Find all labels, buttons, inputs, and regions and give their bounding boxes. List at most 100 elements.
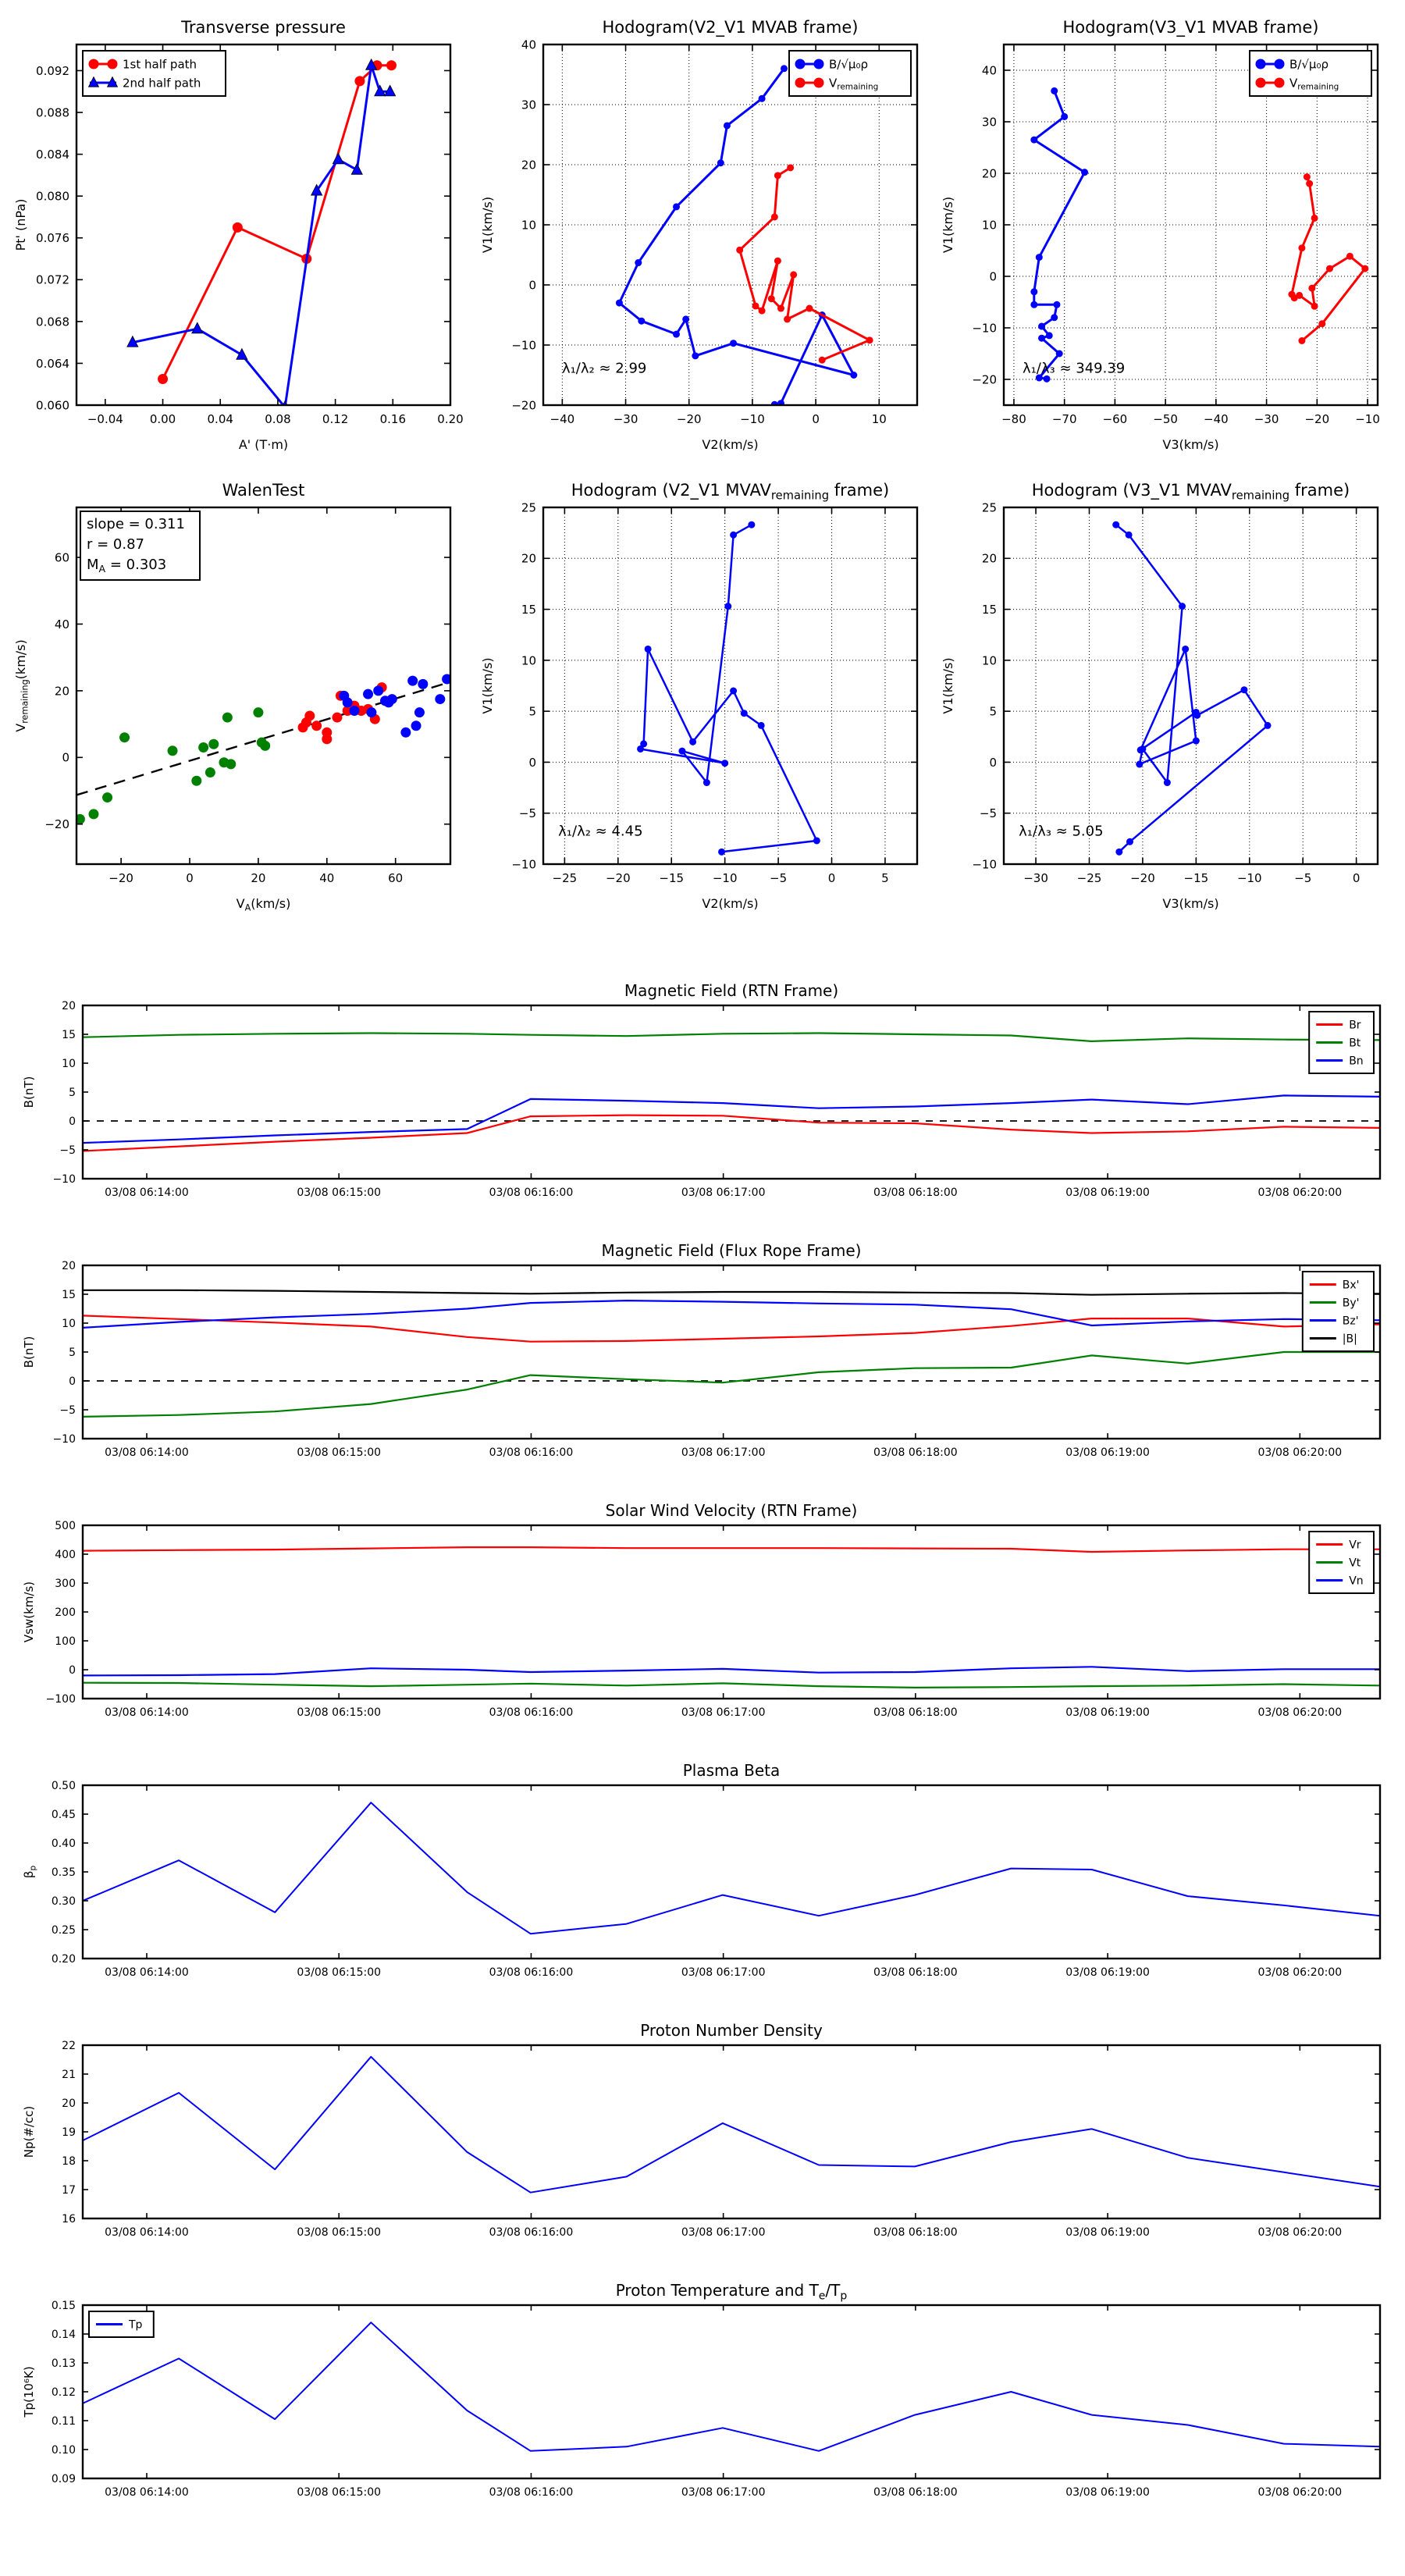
y-axis-label: βp xyxy=(22,1866,37,1879)
y-tick-label: 0.14 xyxy=(52,2329,76,2341)
circle-marker xyxy=(1038,322,1046,330)
circle-marker xyxy=(198,742,209,753)
y-tick-label: −5 xyxy=(59,1144,76,1157)
circle-marker xyxy=(718,848,726,856)
circle-marker xyxy=(644,645,652,653)
y-tick-label: 0.40 xyxy=(52,1838,76,1850)
y-tick-label: 200 xyxy=(55,1606,76,1619)
annotation: λ₁/λ₃ ≈ 349.39 xyxy=(1023,360,1125,376)
series-line xyxy=(83,1546,1380,1553)
y-tick-label: 0.064 xyxy=(36,357,69,371)
circle-marker xyxy=(1346,252,1353,260)
y-tick-label: 10 xyxy=(982,653,997,667)
chart-hodogram-v3v1-mvab: −80 −70 −60 −50 −40 −30 −20 −10 −20 −10 0 10 20 30 40 H… xyxy=(935,4,1392,457)
circle-marker xyxy=(717,159,724,167)
y-axis-label: Vremaining(km/s) xyxy=(13,639,30,732)
triangle-marker xyxy=(282,400,288,405)
x-tick-label: −20 xyxy=(108,871,133,885)
y-tick-label: 10 xyxy=(521,218,536,232)
y-tick-label: 20 xyxy=(62,1000,76,1012)
x-tick-label: 03/08 06:19:00 xyxy=(1065,2486,1150,2499)
y-tick-label: 40 xyxy=(982,63,997,77)
circle-marker xyxy=(88,809,99,820)
series-group xyxy=(1030,87,1369,382)
x-tick-label: −0.04 xyxy=(87,412,123,426)
legend xyxy=(1308,1011,1375,1074)
y-tick-label: 0 xyxy=(528,756,536,770)
circle-marker xyxy=(226,759,237,770)
y-tick-label: 20 xyxy=(62,2097,76,2110)
circle-marker xyxy=(1274,77,1285,88)
circle-marker xyxy=(1043,375,1051,382)
y-axis-label: B(nT) xyxy=(22,1336,36,1368)
circle-marker xyxy=(222,712,233,723)
series-line xyxy=(83,1681,1380,1688)
circle-marker xyxy=(723,122,731,130)
triangle-marker xyxy=(126,335,139,347)
circle-marker xyxy=(781,65,788,73)
chart-title: Transverse pressure xyxy=(180,18,346,37)
x-tick-label: 03/08 06:19:00 xyxy=(1065,1706,1150,1719)
y-tick-label: −10 xyxy=(52,1173,76,1186)
x-tick-label: 03/08 06:14:00 xyxy=(105,1706,189,1719)
y-tick-label: 0.088 xyxy=(36,105,69,119)
x-tick-label: 0.00 xyxy=(150,412,176,426)
chart-title: Magnetic Field (Flux Rope Frame) xyxy=(602,1241,862,1260)
circle-marker xyxy=(740,710,748,717)
circle-marker xyxy=(102,792,113,803)
x-tick-label: −80 xyxy=(1001,412,1026,426)
x-tick-label: −20 xyxy=(677,412,702,426)
y-tick-label: 16 xyxy=(62,2213,76,2226)
legend-label: Bz' xyxy=(1343,1315,1359,1328)
x-tick-label: 03/08 06:16:00 xyxy=(489,2486,574,2499)
series-group xyxy=(1112,521,1272,856)
legend-label: |B| xyxy=(1343,1333,1357,1346)
circle-marker xyxy=(1051,314,1058,322)
y-tick-label: 0 xyxy=(69,1375,76,1388)
x-tick-label: 0.12 xyxy=(322,412,348,426)
triangle-marker xyxy=(106,76,119,87)
circle-marker xyxy=(322,727,333,738)
x-tick-label: 03/08 06:17:00 xyxy=(681,1446,766,1459)
x-tick-label: 0 xyxy=(812,412,820,426)
panel-proton-number-density: 03/08 06:14:00 03/08 06:15:00 03/08 06:16:… xyxy=(16,2014,1389,2264)
x-tick-label: 03/08 06:15:00 xyxy=(297,2486,381,2499)
circle-marker xyxy=(692,352,699,360)
legend-label: Bx' xyxy=(1343,1279,1360,1292)
series-group xyxy=(83,1289,1380,1418)
triangle-marker xyxy=(236,347,248,360)
x-tick-label: 03/08 06:14:00 xyxy=(105,2486,189,2499)
y-tick-label: 5 xyxy=(69,1347,76,1359)
circle-marker xyxy=(1030,288,1038,296)
circle-marker xyxy=(1274,59,1285,69)
y-tick-label: 15 xyxy=(62,1289,76,1301)
x-tick-label: −10 xyxy=(713,871,738,885)
y-tick-label: 5 xyxy=(989,705,997,719)
x-tick-label: 03/08 06:17:00 xyxy=(681,1187,766,1199)
legend-label: Br xyxy=(1349,1019,1361,1032)
y-tick-label: 40 xyxy=(521,37,536,52)
x-tick-label: 03/08 06:16:00 xyxy=(489,1446,574,1459)
circle-marker xyxy=(366,707,377,718)
y-tick-label: 0.092 xyxy=(36,64,69,78)
x-tick-label: −30 xyxy=(1023,871,1048,885)
x-tick-label: −20 xyxy=(1130,871,1155,885)
x-tick-label: 03/08 06:16:00 xyxy=(489,2226,574,2239)
annotation: λ₁/λ₂ ≈ 4.45 xyxy=(558,823,642,839)
x-tick-label: −10 xyxy=(1355,412,1380,426)
y-tick-label: 10 xyxy=(62,1058,76,1070)
legend-label: B/√μ₀ρ xyxy=(829,57,868,71)
circle-marker xyxy=(332,712,343,723)
chart-magnetic-field-rtn: 03/08 06:14:00 03/08 06:15:00 03/08 06:16:… xyxy=(16,974,1389,1224)
circle-marker xyxy=(1298,244,1306,252)
circle-marker xyxy=(311,720,322,731)
x-tick-label: −40 xyxy=(550,412,575,426)
axes-frame xyxy=(81,2304,1382,2480)
triangle-marker xyxy=(87,76,100,87)
x-tick-label: 03/08 06:19:00 xyxy=(1065,1187,1150,1199)
circle-marker xyxy=(672,330,680,338)
x-tick-label: 03/08 06:17:00 xyxy=(681,2486,766,2499)
y-tick-label: 20 xyxy=(55,684,69,698)
axes-frame xyxy=(81,1004,1382,1180)
circle-marker xyxy=(373,685,384,696)
